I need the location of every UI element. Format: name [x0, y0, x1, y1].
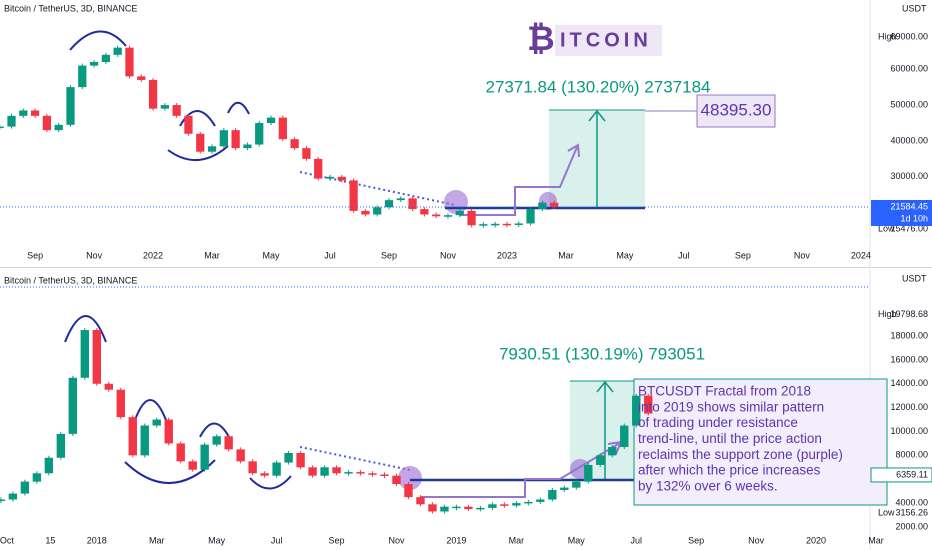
x-tick-label: May — [208, 535, 226, 545]
arc — [227, 101, 250, 115]
y-tick-label: 10000.00 — [890, 426, 928, 436]
measure-arrow — [588, 109, 606, 208]
high-label: 69000.00 — [890, 31, 928, 41]
x-tick-label: Nov — [388, 535, 405, 545]
x-tick-label: Mar — [509, 535, 525, 545]
last-price-label: 21584.45 — [890, 201, 928, 211]
measure-arrow — [596, 380, 614, 480]
x-tick-label: 2024 — [851, 250, 871, 260]
support-circle — [398, 466, 422, 490]
x-tick-label: May — [263, 250, 281, 260]
note-line: reclaims the support zone (purple) — [638, 447, 843, 462]
x-tick-label: Jul — [630, 535, 642, 545]
y-tick-label: 30000.00 — [890, 171, 928, 181]
x-tick-label: Nov — [440, 250, 457, 260]
chart-title: Bitcoin / TetherUS, 3D, BINANCE — [4, 3, 137, 13]
arc — [199, 422, 230, 438]
x-tick-label: Mar — [149, 535, 165, 545]
y-tick-label: 50000.00 — [890, 99, 928, 109]
note-line: trend-line, until the price action — [638, 431, 822, 446]
x-tick-label: May — [616, 250, 634, 260]
y-tick-label: 2000.00 — [895, 521, 928, 531]
y-tick-label: 8000.00 — [895, 450, 928, 460]
y-tick-label: 16000.00 — [890, 354, 928, 364]
low-label: 3156.26 — [895, 508, 928, 518]
x-tick-label: Mar — [204, 250, 220, 260]
x-tick-label: Oct — [0, 535, 14, 545]
candle — [0, 126, 4, 129]
x-tick-label: Jul — [324, 250, 336, 260]
note-line: after which the price increases — [638, 463, 821, 478]
x-tick-label: 2020 — [806, 535, 826, 545]
note-line: into 2019 shows similar pattern — [638, 399, 824, 414]
x-tick-label: May — [568, 535, 586, 545]
x-tick-label: Sep — [688, 535, 704, 545]
x-tick-label: Mar — [558, 250, 574, 260]
y-tick-label: 12000.00 — [890, 402, 928, 412]
logo-box — [555, 25, 662, 56]
trend-line — [299, 171, 456, 206]
low-label: 15476.00 — [890, 223, 928, 233]
x-tick-label: Jul — [678, 250, 690, 260]
y-tick-label: 4000.00 — [895, 497, 928, 507]
price-callout — [696, 94, 776, 128]
note-line: BTCUSDT Fractal from 2018 — [638, 384, 811, 399]
y-tick-label: 40000.00 — [890, 135, 928, 145]
logo-text: ITCOIN — [560, 29, 652, 51]
note-line: of trading under resistance — [638, 415, 798, 430]
y-tick-label: 60000.00 — [890, 64, 928, 74]
countdown: 1d 10h — [900, 213, 928, 223]
candle — [0, 499, 6, 502]
logo-symbol: ₿ — [527, 20, 555, 58]
measure-label: 7930.51 (130.19%) 793051 — [499, 344, 705, 363]
y-tick-label: 14000.00 — [890, 378, 928, 388]
x-tick-label: Nov — [86, 250, 103, 260]
arc — [167, 145, 229, 162]
last-price-label: 6359.11 — [896, 469, 928, 479]
x-tick-label: Sep — [735, 250, 751, 260]
last-price-badge — [870, 467, 932, 483]
price-unit: USDT — [902, 3, 927, 13]
x-tick-label: Nov — [748, 535, 765, 545]
arc — [69, 30, 127, 51]
x-tick-label: Nov — [794, 250, 811, 260]
x-tick-label: Sep — [27, 250, 43, 260]
price-unit: USDT — [902, 273, 927, 283]
arc — [64, 315, 107, 343]
high-name: High — [878, 31, 897, 41]
last-price-badge — [871, 200, 932, 227]
x-tick-label: Sep — [329, 535, 345, 545]
high-name: High — [878, 309, 897, 319]
note-line: by 132% over 6 weeks. — [638, 478, 778, 493]
x-tick-label: 2023 — [497, 250, 517, 260]
support-circle — [444, 190, 468, 214]
low-name: Low — [878, 508, 895, 518]
x-tick-label: Mar — [868, 535, 884, 545]
x-tick-label: 2019 — [446, 535, 466, 545]
chart-title: Bitcoin / TetherUS, 3D, BINANCE — [4, 275, 137, 285]
measure-label: 27371.84 (130.20%) 2737184 — [486, 77, 711, 96]
arc — [179, 110, 216, 127]
x-tick-label: 2022 — [143, 250, 163, 260]
high-label: 19798.68 — [890, 309, 928, 319]
projection-path — [460, 143, 580, 216]
note-box — [633, 378, 888, 506]
x-tick-label: Jul — [271, 535, 283, 545]
arc — [134, 399, 167, 421]
target-label: 48395.30 — [701, 100, 772, 119]
x-tick-label: Sep — [381, 250, 397, 260]
top-drawings — [69, 25, 776, 216]
arc — [249, 475, 292, 490]
trend-line — [299, 446, 411, 471]
low-name: Low — [878, 223, 895, 233]
y-tick-label: 18000.00 — [890, 330, 928, 340]
x-tick-label: 15 — [45, 535, 55, 545]
x-tick-label: 2018 — [87, 535, 107, 545]
